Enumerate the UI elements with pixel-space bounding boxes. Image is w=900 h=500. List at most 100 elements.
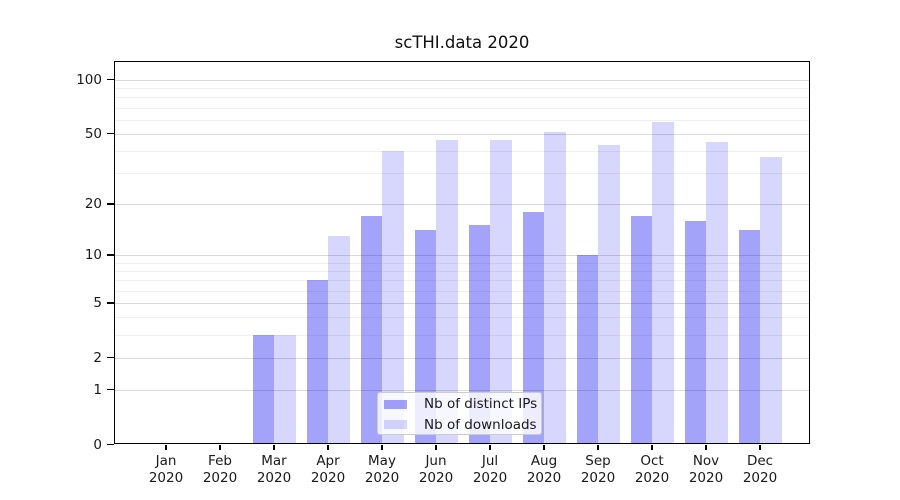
legend: Nb of distinct IPs Nb of downloads xyxy=(377,392,542,435)
y-tick-label: 1 xyxy=(93,381,102,398)
major-gridline xyxy=(114,133,810,135)
x-tick-label-nov: Nov 2020 xyxy=(674,453,738,487)
y-tick-label: 50 xyxy=(84,125,102,142)
bar-downloads-may xyxy=(382,150,404,445)
minor-gridline xyxy=(114,97,810,99)
bar-distinct-ips-jun xyxy=(414,230,436,445)
x-tick-month: Jun xyxy=(425,453,447,469)
legend-label-distinct-ips: Nb of distinct IPs xyxy=(424,396,538,413)
x-tick-year: 2020 xyxy=(256,470,292,486)
x-tick-label-jun: Jun 2020 xyxy=(404,453,468,487)
minor-gridline xyxy=(114,119,810,121)
x-tick-year: 2020 xyxy=(688,470,724,486)
minor-gridline xyxy=(114,280,810,282)
bar-downloads-jun xyxy=(436,140,458,445)
y-tick-mark xyxy=(107,254,114,256)
y-tick-label: 10 xyxy=(84,246,102,263)
x-tick-label-sep: Sep 2020 xyxy=(566,453,630,487)
minor-gridline xyxy=(114,270,810,272)
y-tick-mark xyxy=(107,356,114,359)
x-tick-year: 2020 xyxy=(526,470,562,486)
bar-distinct-ips-may xyxy=(360,216,382,445)
minor-gridline xyxy=(114,87,810,89)
x-tick-mark xyxy=(219,445,221,450)
x-tick-mark xyxy=(651,445,653,450)
y-tick-label: 2 xyxy=(93,349,102,366)
chart-title: scTHI.data 2020 xyxy=(394,33,530,52)
y-tick-mark xyxy=(107,132,114,135)
bar-downloads-dec xyxy=(760,156,782,445)
minor-gridline xyxy=(114,262,810,264)
major-gridline xyxy=(114,254,810,256)
x-tick-year: 2020 xyxy=(148,470,184,486)
bar-distinct-ips-apr xyxy=(306,280,328,445)
x-tick-mark xyxy=(543,445,545,450)
bar-distinct-ips-sep xyxy=(576,254,598,445)
x-tick-month: May xyxy=(368,453,396,469)
x-tick-year: 2020 xyxy=(634,470,670,486)
y-tick-label: 20 xyxy=(84,195,102,212)
bar-downloads-mar xyxy=(274,334,296,445)
x-tick-label-apr: Apr 2020 xyxy=(296,453,360,487)
legend-label-downloads: Nb of downloads xyxy=(424,416,537,433)
x-tick-mark xyxy=(327,445,329,450)
y-tick-label: 0 xyxy=(93,436,102,453)
x-tick-mark xyxy=(705,445,707,450)
x-tick-label-dec: Dec 2020 xyxy=(728,453,792,487)
minor-gridline xyxy=(114,150,810,152)
x-tick-month: Aug xyxy=(530,453,558,469)
x-tick-year: 2020 xyxy=(742,470,778,486)
x-tick-label-feb: Feb 2020 xyxy=(188,453,252,487)
minor-gridline xyxy=(114,107,810,109)
x-tick-month: Sep xyxy=(585,453,611,469)
y-tick-label: 100 xyxy=(76,71,102,88)
x-tick-month: Apr xyxy=(316,453,340,469)
x-tick-year: 2020 xyxy=(364,470,400,486)
x-tick-month: Jan xyxy=(155,453,177,469)
y-tick-mark xyxy=(107,443,114,446)
bar-downloads-jul xyxy=(490,140,512,445)
bar-downloads-aug xyxy=(544,132,566,445)
legend-swatch-distinct-ips xyxy=(384,399,407,409)
x-tick-mark xyxy=(165,445,167,450)
major-gridline xyxy=(114,357,810,359)
y-tick-label: 5 xyxy=(93,294,102,311)
x-tick-year: 2020 xyxy=(310,470,346,486)
major-gridline xyxy=(114,79,810,81)
bar-downloads-apr xyxy=(328,235,350,445)
minor-gridline xyxy=(114,290,810,292)
bar-distinct-ips-mar xyxy=(252,334,274,445)
x-tick-label-aug: Aug 2020 xyxy=(512,453,576,487)
legend-item-distinct-ips: Nb of distinct IPs xyxy=(384,394,541,415)
x-tick-year: 2020 xyxy=(472,470,508,486)
major-gridline xyxy=(114,302,810,304)
x-tick-month: Nov xyxy=(692,453,720,469)
legend-swatch-downloads xyxy=(384,420,407,430)
bar-distinct-ips-dec xyxy=(738,230,760,445)
x-tick-label-jul: Jul 2020 xyxy=(458,453,522,487)
y-tick-mark xyxy=(107,78,114,81)
bar-distinct-ips-aug xyxy=(522,211,544,445)
bar-downloads-nov xyxy=(706,141,728,445)
minor-gridline xyxy=(114,317,810,319)
y-tick-mark xyxy=(107,302,114,304)
major-gridline xyxy=(114,389,810,391)
x-tick-mark xyxy=(435,445,437,450)
bar-downloads-sep xyxy=(598,145,620,445)
x-tick-mark xyxy=(489,445,491,450)
plot-area xyxy=(114,61,810,445)
bar-distinct-ips-nov xyxy=(684,220,706,445)
x-tick-month: Dec xyxy=(746,453,774,469)
x-tick-mark xyxy=(273,445,275,450)
x-tick-label-mar: Mar 2020 xyxy=(242,453,306,487)
x-tick-month: Mar xyxy=(261,453,287,469)
y-tick-mark xyxy=(107,203,114,205)
x-tick-mark xyxy=(381,445,383,450)
x-tick-month: Oct xyxy=(640,453,664,469)
x-tick-year: 2020 xyxy=(580,470,616,486)
bar-distinct-ips-oct xyxy=(630,216,652,445)
x-tick-mark xyxy=(759,445,761,450)
x-tick-month: Feb xyxy=(208,453,232,469)
y-tick-mark xyxy=(107,388,114,391)
